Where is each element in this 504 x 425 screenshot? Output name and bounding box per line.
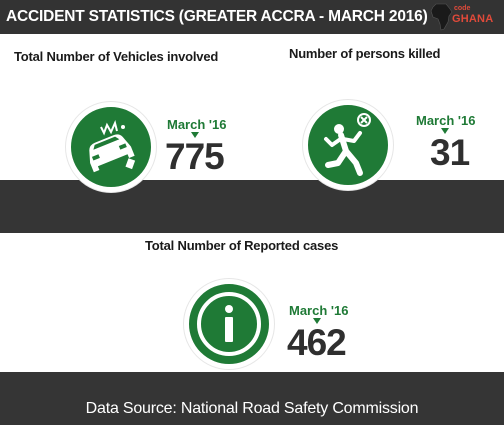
info-icon bbox=[197, 292, 261, 356]
stats-band-top bbox=[0, 180, 504, 233]
logo-text-top: code bbox=[454, 5, 471, 12]
vehicles-period: March '16 bbox=[167, 117, 227, 132]
reported-value: 462 bbox=[287, 322, 347, 363]
code-ghana-logo: code GHANA bbox=[430, 2, 500, 32]
reported-circle bbox=[184, 279, 274, 369]
killed-circle bbox=[303, 100, 393, 190]
reported-arrow-icon bbox=[313, 318, 321, 324]
vehicles-value: 775 bbox=[165, 136, 225, 177]
data-source: Data Source: National Road Safety Commis… bbox=[85, 400, 419, 417]
killed-arrow-icon bbox=[441, 128, 449, 134]
logo-text-bottom: GHANA bbox=[452, 13, 494, 25]
reported-period: March '16 bbox=[289, 303, 349, 318]
killed-label: Number of persons killed bbox=[289, 46, 441, 61]
killed-period: March '16 bbox=[416, 113, 476, 128]
falling-person-icon bbox=[324, 113, 371, 176]
vehicles-arrow-icon bbox=[191, 132, 199, 138]
car-crash-icon bbox=[89, 119, 136, 173]
title-bar: ACCIDENT STATISTICS (GREATER ACCRA - MAR… bbox=[0, 0, 504, 34]
vehicles-circle bbox=[66, 102, 156, 192]
killed-value: 31 bbox=[430, 132, 470, 173]
reported-label: Total Number of Reported cases bbox=[145, 238, 339, 253]
source-band bbox=[0, 372, 504, 425]
page-title: ACCIDENT STATISTICS (GREATER ACCRA - MAR… bbox=[6, 8, 428, 25]
africa-map-icon bbox=[430, 3, 453, 31]
vehicles-label: Total Number of Vehicles involved bbox=[14, 49, 219, 64]
